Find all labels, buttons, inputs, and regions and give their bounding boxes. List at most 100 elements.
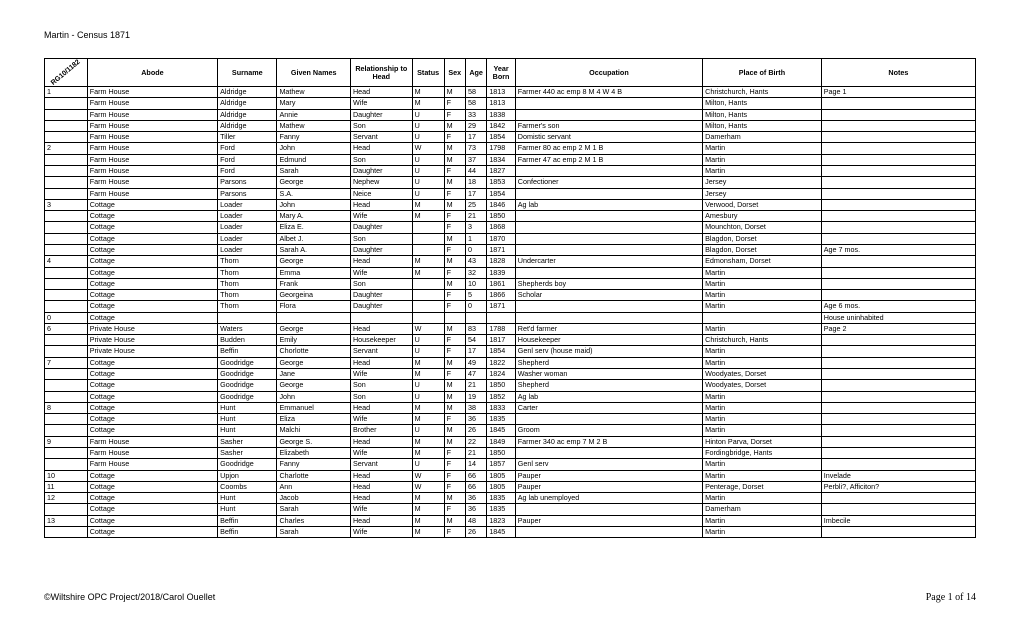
- census-table: RG10/1182 Abode Surname Given Names Rela…: [44, 58, 976, 538]
- table-cell: Martin: [703, 278, 822, 289]
- table-cell: Daughter: [350, 290, 412, 301]
- table-cell: F: [444, 290, 465, 301]
- table-cell: M: [444, 515, 465, 526]
- table-cell: 1849: [487, 436, 515, 447]
- table-cell: [515, 312, 702, 323]
- table-cell: 1853: [487, 177, 515, 188]
- table-cell: Cottage: [87, 244, 217, 255]
- table-cell: [45, 278, 88, 289]
- table-cell: Albet J.: [277, 233, 351, 244]
- table-cell: F: [444, 369, 465, 380]
- table-cell: Martin: [703, 526, 822, 537]
- table-cell: Tiller: [218, 132, 277, 143]
- col-pob: Place of Birth: [703, 59, 822, 87]
- table-cell: 43: [465, 256, 486, 267]
- table-cell: Hunt: [218, 414, 277, 425]
- table-cell: U: [412, 132, 444, 143]
- table-cell: [45, 165, 88, 176]
- table-cell: M: [412, 256, 444, 267]
- table-row: 10CottageUpjonCharlotteHeadWF661805Paupe…: [45, 470, 976, 481]
- table-row: CottageLoaderSarah A.DaughterF01871Blagd…: [45, 244, 976, 255]
- table-cell: Farm House: [87, 459, 217, 470]
- table-cell: [515, 448, 702, 459]
- table-cell: 0: [465, 244, 486, 255]
- table-cell: 0: [45, 312, 88, 323]
- table-cell: Son: [350, 278, 412, 289]
- table-cell: 1835: [487, 493, 515, 504]
- table-cell: F: [444, 504, 465, 515]
- table-cell: Thorn: [218, 256, 277, 267]
- table-cell: Martin: [703, 493, 822, 504]
- table-cell: Carter: [515, 402, 702, 413]
- table-cell: 83: [465, 323, 486, 334]
- page-title: Martin - Census 1871: [44, 30, 976, 40]
- table-cell: Head: [350, 493, 412, 504]
- table-cell: 29: [465, 120, 486, 131]
- table-cell: Beffin: [218, 346, 277, 357]
- table-cell: John: [277, 143, 351, 154]
- table-cell: [515, 301, 702, 312]
- table-row: Farm HouseParsonsS.A.NeiceUF171854Jersey: [45, 188, 976, 199]
- table-cell: [45, 425, 88, 436]
- table-cell: Wife: [350, 98, 412, 109]
- table-cell: M: [444, 278, 465, 289]
- table-cell: Mary A.: [277, 211, 351, 222]
- table-cell: U: [412, 109, 444, 120]
- table-cell: [821, 290, 975, 301]
- table-cell: M: [444, 87, 465, 98]
- table-cell: U: [412, 425, 444, 436]
- table-cell: House uninhabited: [821, 312, 975, 323]
- table-cell: Penterage, Dorset: [703, 481, 822, 492]
- table-cell: 66: [465, 470, 486, 481]
- table-cell: Fanny: [277, 132, 351, 143]
- table-row: CottageHuntMalchiBrotherUM261845GroomMar…: [45, 425, 976, 436]
- table-cell: 1: [465, 233, 486, 244]
- table-cell: 12: [45, 493, 88, 504]
- table-cell: [821, 278, 975, 289]
- table-cell: Damerham: [703, 504, 822, 515]
- table-cell: Martin: [703, 267, 822, 278]
- table-row: CottageGoodridgeJaneWifeMF471824Washer w…: [45, 369, 976, 380]
- table-cell: [515, 188, 702, 199]
- table-cell: [821, 493, 975, 504]
- table-cell: Ag lab: [515, 391, 702, 402]
- table-cell: U: [412, 120, 444, 131]
- table-cell: Cottage: [87, 504, 217, 515]
- table-cell: Confectioner: [515, 177, 702, 188]
- table-cell: 21: [465, 211, 486, 222]
- table-cell: [45, 346, 88, 357]
- table-row: CottageThornFrankSonM101861Shepherds boy…: [45, 278, 976, 289]
- table-cell: Jersey: [703, 188, 822, 199]
- table-cell: Daughter: [350, 165, 412, 176]
- table-cell: Cottage: [87, 414, 217, 425]
- table-cell: [515, 414, 702, 425]
- table-row: Farm HouseAldridgeMaryWifeMF581813Milton…: [45, 98, 976, 109]
- table-row: 0CottageHouse uninhabited: [45, 312, 976, 323]
- table-cell: Genl serv (house maid): [515, 346, 702, 357]
- table-cell: Cottage: [87, 233, 217, 244]
- table-cell: [45, 222, 88, 233]
- table-cell: Georgeina: [277, 290, 351, 301]
- table-cell: 5: [465, 290, 486, 301]
- table-cell: Flora: [277, 301, 351, 312]
- table-cell: Martin: [703, 402, 822, 413]
- table-cell: Wife: [350, 526, 412, 537]
- table-cell: [821, 199, 975, 210]
- table-cell: F: [444, 346, 465, 357]
- table-cell: F: [444, 414, 465, 425]
- table-cell: [515, 211, 702, 222]
- table-cell: 1845: [487, 526, 515, 537]
- table-cell: Farm House: [87, 436, 217, 447]
- table-cell: F: [444, 526, 465, 537]
- table-cell: George: [277, 357, 351, 368]
- table-cell: Wife: [350, 267, 412, 278]
- table-cell: Charlotte: [277, 470, 351, 481]
- col-notes: Notes: [821, 59, 975, 87]
- table-cell: [821, 177, 975, 188]
- table-cell: Beffin: [218, 515, 277, 526]
- table-cell: Farm House: [87, 188, 217, 199]
- table-cell: [45, 335, 88, 346]
- table-cell: Ann: [277, 481, 351, 492]
- table-cell: 21: [465, 448, 486, 459]
- table-row: Private HouseBuddenEmilyHousekeeperUF541…: [45, 335, 976, 346]
